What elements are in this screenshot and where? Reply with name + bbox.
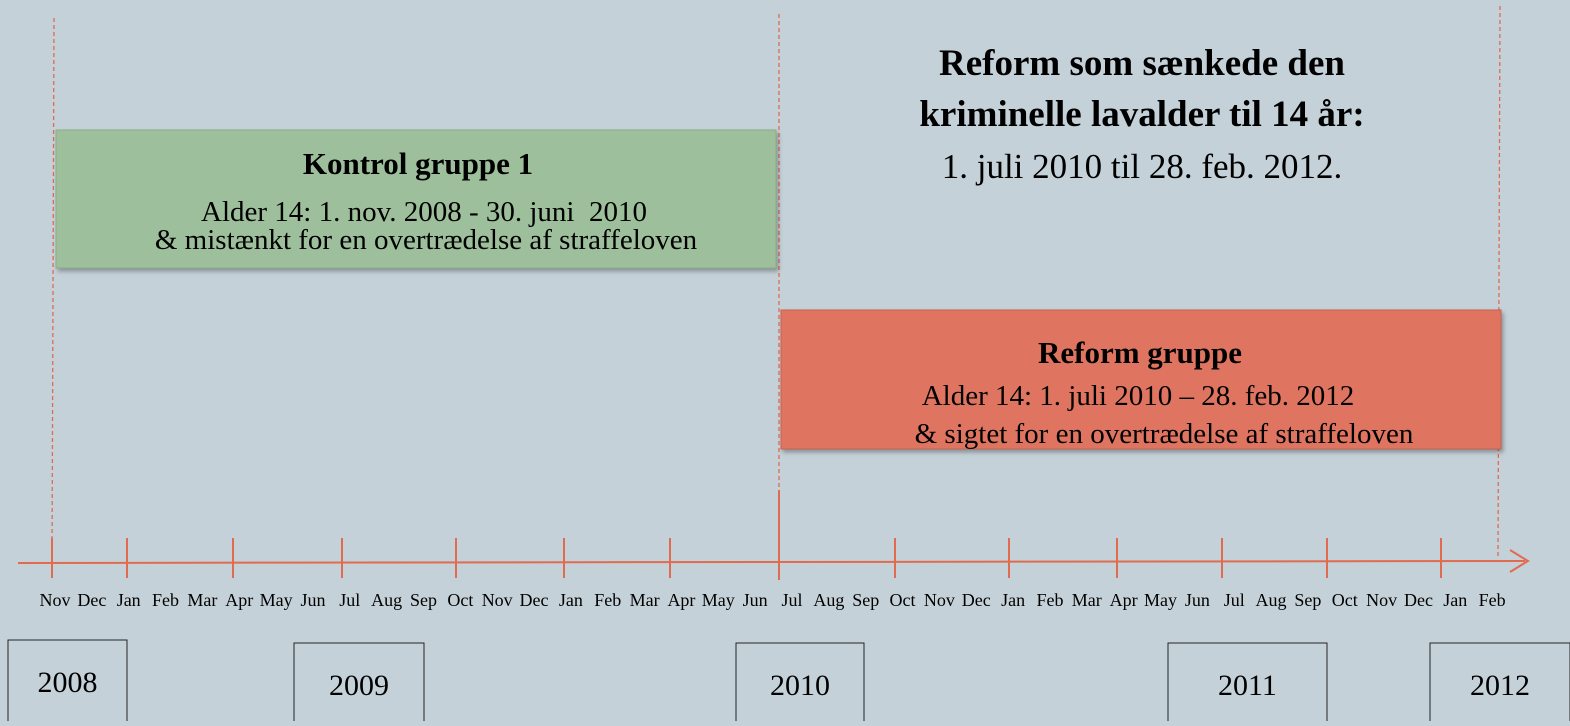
guide-line	[51, 17, 55, 561]
month-label: Jun	[743, 590, 768, 610]
axis-arrow	[1509, 549, 1530, 573]
month-label: Mar	[187, 590, 217, 610]
month-label: Mar	[1072, 590, 1102, 610]
month-label: Sep	[410, 590, 437, 610]
month-label: Dec	[77, 590, 106, 610]
control-box	[55, 129, 777, 269]
month-labels: Nov Dec Jan Feb Mar Apr May Jun Jul Aug Sep Oct Nov D…	[40, 590, 1506, 610]
year-label: 2012	[1470, 669, 1530, 702]
month-label: Oct	[1332, 590, 1358, 610]
month-label: Nov	[1366, 590, 1397, 610]
month-label: Jan	[117, 590, 141, 610]
month-label: Nov	[482, 590, 513, 610]
month-label: Oct	[447, 590, 473, 610]
month-label: Sep	[852, 590, 879, 610]
month-label: May	[702, 590, 735, 610]
month-label: Apr	[667, 590, 695, 610]
month-label: Jun	[300, 590, 325, 610]
month-label: Aug	[813, 590, 844, 610]
month-label: Jan	[1443, 590, 1467, 610]
axis-line	[17, 560, 1526, 564]
month-label: Feb	[594, 590, 621, 610]
year-label: 2010	[770, 669, 830, 702]
month-label: Dec	[520, 590, 549, 610]
guides	[51, 5, 1501, 561]
year-box	[735, 642, 865, 726]
month-label: Aug	[371, 590, 402, 610]
month-label: Nov	[40, 590, 71, 610]
heading: Reform som sænkede den	[939, 43, 1345, 84]
month-label: Sep	[1294, 590, 1321, 610]
month-label: Jun	[1185, 590, 1210, 610]
month-label: Feb	[152, 590, 179, 610]
reform-line: & sigtet for en overtrædelse af straffel…	[915, 418, 1414, 450]
month-label: Jan	[1001, 590, 1025, 610]
control-title: Kontrol gruppe 1	[303, 146, 533, 181]
axis	[17, 490, 1530, 580]
month-label: Jul	[781, 590, 802, 610]
month-label: Jul	[1224, 590, 1245, 610]
reform-title: Reform gruppe	[1038, 335, 1242, 370]
month-label: Dec	[1404, 590, 1433, 610]
month-label: Dec	[962, 590, 991, 610]
month-label: Feb	[1036, 590, 1063, 610]
month-label: May	[260, 590, 293, 610]
month-label: Aug	[1256, 590, 1287, 610]
month-label: Mar	[630, 590, 660, 610]
reform-box	[780, 309, 1502, 450]
year-label: 2009	[329, 669, 389, 702]
year-label: 2008	[38, 666, 98, 699]
control-line: Alder 14: 1. nov. 2008 - 30. juni 2010	[201, 196, 647, 228]
month-label: Jul	[339, 590, 360, 610]
control-line: & mistænkt for en overtrædelse af straff…	[155, 224, 698, 256]
year-labels: 2008 2009 2010 2011 2012	[7, 639, 1570, 726]
year-box	[1167, 642, 1328, 726]
month-label: Oct	[890, 590, 916, 610]
year-label: 2011	[1218, 669, 1277, 702]
guide-line	[1497, 5, 1501, 557]
year-box	[7, 639, 128, 726]
month-label: May	[1144, 590, 1177, 610]
month-label: Feb	[1479, 590, 1506, 610]
heading: kriminelle lavalder til 14 år:	[919, 94, 1364, 135]
heading: 1. juli 2010 til 28. feb. 2012.	[942, 147, 1343, 186]
month-label: Apr	[225, 590, 253, 610]
reform-line: Alder 14: 1. juli 2010 – 28. feb. 2012	[922, 380, 1355, 412]
year-box	[293, 642, 425, 726]
month-label: Jan	[559, 590, 583, 610]
month-label: Nov	[924, 590, 955, 610]
month-label: Apr	[1110, 590, 1138, 610]
year-box	[1429, 642, 1570, 726]
